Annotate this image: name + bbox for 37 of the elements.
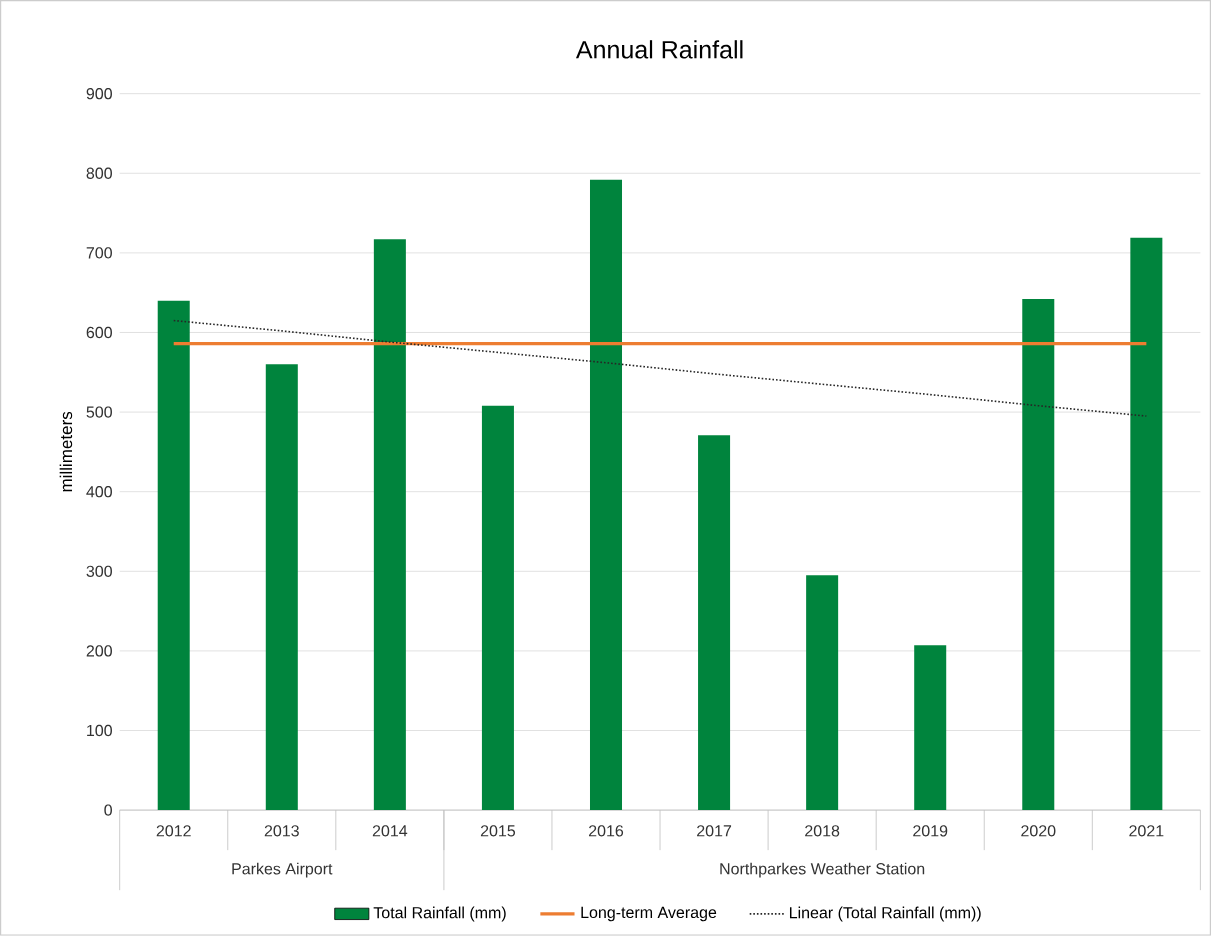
x-tick-label: 2021 (1129, 825, 1164, 837)
text: Northparkes Weather Station (720, 862, 925, 878)
x-tick-label: 2015 (480, 825, 516, 837)
y-tick-label: 400 (86, 486, 112, 498)
y-axis-title: millimeters (59, 411, 73, 492)
y-tick-label: 100 (87, 724, 112, 737)
bar (481, 405, 514, 811)
x-tick-label: 2020 (1021, 825, 1056, 837)
x-tick-label: 2014 (372, 825, 408, 837)
bar (698, 435, 731, 811)
legend-label: Total Rainfall (mm) (373, 906, 506, 922)
y-tick-label: 700 (86, 247, 112, 259)
bar (1130, 237, 1163, 811)
y-tick-label: 600 (86, 326, 112, 339)
y-tick-label: 300 (86, 565, 112, 578)
x-tick-label: 2017 (697, 825, 732, 837)
text: Parkes Airport (232, 862, 333, 878)
y-tick-label: 900 (86, 88, 112, 100)
x-tick-label: 2016 (589, 825, 624, 837)
chart-title: Annual Rainfall (575, 40, 743, 59)
x-tick-label: 2018 (805, 825, 840, 837)
bar (373, 239, 406, 811)
x-tick-label: 2013 (264, 825, 299, 837)
legend-label: Long-term Average (581, 906, 717, 922)
bar (1022, 299, 1055, 811)
bar (806, 575, 839, 811)
bar (589, 179, 623, 811)
x-tick-label: 2012 (156, 825, 191, 837)
legend-label: Linear (Total Rainfall (mm)) (789, 906, 981, 922)
y-tick-label: 500 (86, 406, 112, 418)
x-tick-label: 2019 (913, 825, 948, 837)
bar (157, 300, 190, 811)
bar (914, 645, 947, 811)
bar (265, 364, 298, 811)
y-tick-label: 200 (86, 645, 112, 657)
y-tick-label: 0 (104, 804, 112, 816)
y-tick-label: 800 (86, 167, 112, 180)
